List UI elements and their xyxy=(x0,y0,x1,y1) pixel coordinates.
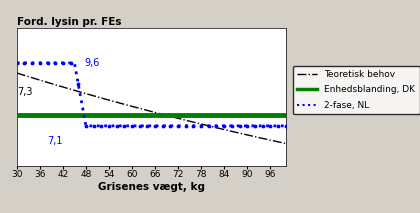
X-axis label: Grisenes vægt, kg: Grisenes vægt, kg xyxy=(98,182,205,192)
Text: 7,3: 7,3 xyxy=(17,87,32,97)
Text: Ford. lysin pr. FEs: Ford. lysin pr. FEs xyxy=(17,17,121,27)
Text: 7,1: 7,1 xyxy=(47,136,63,146)
Text: 9,6: 9,6 xyxy=(84,58,100,68)
Legend: Teoretisk behov, Enhedsblanding, DK, 2-fase, NL: Teoretisk behov, Enhedsblanding, DK, 2-f… xyxy=(293,66,420,114)
